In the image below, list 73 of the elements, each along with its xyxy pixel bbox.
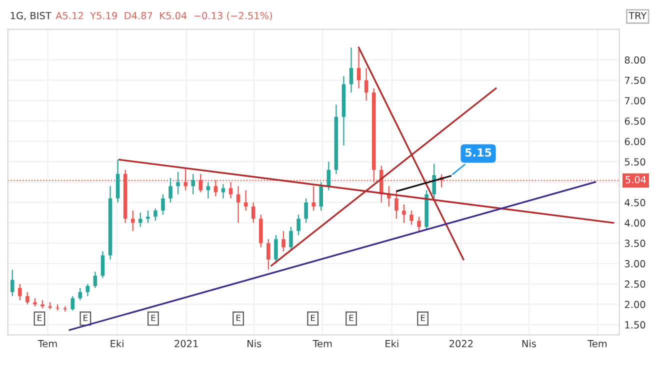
y-tick-label: 7.00 xyxy=(624,97,646,104)
candlestick xyxy=(410,210,414,226)
candlestick xyxy=(228,182,233,199)
x-tick-label: Nis xyxy=(248,340,262,348)
y-tick-label: 5.50 xyxy=(624,158,646,166)
y-tick-label: 1.50 xyxy=(625,321,646,329)
y-tick-label: 4.50 xyxy=(624,198,646,206)
candlestick xyxy=(251,202,256,224)
candlestick xyxy=(402,204,406,224)
candlestick xyxy=(130,210,135,232)
y-tick-label: 6.00 xyxy=(624,138,646,146)
candlestick xyxy=(266,238,270,270)
candlestick xyxy=(10,269,14,297)
y-tick-label: 7.50 xyxy=(624,76,646,84)
candlestick xyxy=(289,226,293,250)
candlestick xyxy=(161,194,165,216)
annotation: E xyxy=(349,314,354,321)
x-tick-label: Tem xyxy=(38,340,57,348)
candlestick xyxy=(274,234,278,264)
y-tick-label: 2.00 xyxy=(624,300,646,308)
candlestick xyxy=(296,214,300,236)
candlestick xyxy=(364,67,368,102)
y-tick-label: 6.50 xyxy=(624,117,646,125)
candlestick xyxy=(70,296,74,311)
candlestick xyxy=(394,190,398,220)
text: A5.12 Y5.19 D4.87 K5.04 −0.13 (−2.51%) xyxy=(56,12,272,20)
candlestick xyxy=(236,186,240,224)
candlestick xyxy=(18,283,22,301)
x-tick-label: Eki xyxy=(386,340,398,348)
candlestick xyxy=(206,182,210,199)
y-tick-label: 4.00 xyxy=(624,219,646,227)
annotation: E xyxy=(236,314,240,321)
candlestick xyxy=(349,47,354,93)
candlestick xyxy=(26,292,30,305)
candlestick xyxy=(168,177,172,204)
candlestick xyxy=(221,184,226,199)
y-tick-label: 3.00 xyxy=(624,260,646,268)
candlestick xyxy=(154,208,158,222)
chart-title: 1G, BIST xyxy=(10,12,52,20)
x-tick-label: Tem xyxy=(588,340,607,348)
x-tick-label: 2021 xyxy=(174,340,198,348)
candlestick xyxy=(191,173,195,195)
ref-line-label: 5.04 xyxy=(626,176,646,184)
annotation: E xyxy=(311,314,315,321)
candlestick xyxy=(86,283,90,297)
candlestick xyxy=(304,198,308,224)
annotation: 5.15 xyxy=(465,148,492,157)
annotation: E xyxy=(38,314,42,321)
y-tick-label: 8.00 xyxy=(624,56,646,64)
x-tick-label: Eki xyxy=(110,340,124,348)
candlestick xyxy=(417,216,421,232)
x-tick-label: Tem xyxy=(312,340,332,348)
text: TRY xyxy=(628,12,647,20)
candlestick xyxy=(78,287,82,301)
candlestick xyxy=(100,250,105,278)
candlestick xyxy=(244,190,248,212)
x-tick-label: 2022 xyxy=(450,340,473,348)
candlestick xyxy=(176,171,180,195)
y-tick-label: 2.50 xyxy=(624,280,646,288)
candlestick xyxy=(387,186,391,208)
x-tick-label: Nis xyxy=(522,340,536,348)
annotation: E xyxy=(151,314,156,321)
candlestick xyxy=(312,186,316,212)
candlestick xyxy=(319,182,324,212)
candlestick xyxy=(282,230,286,252)
y-tick-label: 3.50 xyxy=(624,240,646,248)
candlestick xyxy=(93,271,98,289)
candlestick xyxy=(138,212,142,228)
annotation: E xyxy=(420,314,425,321)
annotation: E xyxy=(84,314,88,321)
candlestick xyxy=(432,163,436,199)
candlestick xyxy=(356,49,361,89)
candlestick xyxy=(146,210,150,224)
